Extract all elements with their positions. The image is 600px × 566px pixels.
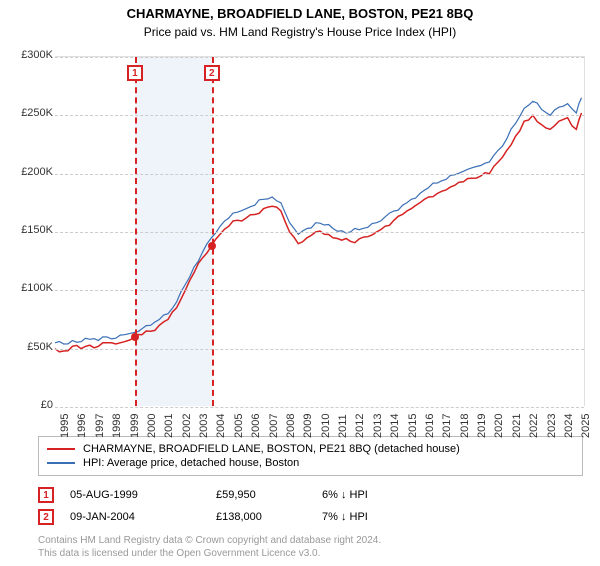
x-axis-label: 2020 <box>493 414 505 438</box>
y-axis-label: £100K <box>5 282 53 294</box>
transaction-diff: 6% ↓ HPI <box>322 489 422 501</box>
transaction-diff: 7% ↓ HPI <box>322 511 422 523</box>
x-axis-label: 2015 <box>407 414 419 438</box>
y-axis-label: £300K <box>5 49 53 61</box>
x-axis-label: 2013 <box>372 414 384 438</box>
x-axis-label: 1995 <box>59 414 71 438</box>
transaction-table: 1 05-AUG-1999 £59,950 6% ↓ HPI 2 09-JAN-2004 £… <box>38 484 583 528</box>
x-axis-label: 2009 <box>302 414 314 438</box>
transaction-price: £59,950 <box>216 489 316 501</box>
y-axis-label: £250K <box>5 107 53 119</box>
x-axis-label: 2012 <box>354 414 366 438</box>
transaction-marker-box: 2 <box>38 509 54 525</box>
transaction-date: 09-JAN-2004 <box>70 511 210 523</box>
transaction-date: 05-AUG-1999 <box>70 489 210 501</box>
legend-swatch <box>47 462 75 464</box>
event-marker-box: 1 <box>127 65 143 81</box>
event-line <box>135 57 137 406</box>
event-dot <box>208 242 216 250</box>
footnote: Contains HM Land Registry data © Crown c… <box>38 534 381 560</box>
x-axis-label: 2000 <box>146 414 158 438</box>
x-axis-label: 2021 <box>511 414 523 438</box>
x-axis-label: 2002 <box>181 414 193 438</box>
legend-item: HPI: Average price, detached house, Bost… <box>47 457 574 469</box>
x-axis-label: 2006 <box>250 414 262 438</box>
x-axis-label: 2005 <box>233 414 245 438</box>
footnote-line: This data is licensed under the Open Gov… <box>38 548 320 559</box>
x-axis-label: 2023 <box>546 414 558 438</box>
x-axis-label: 1997 <box>94 414 106 438</box>
event-marker-box: 2 <box>204 65 220 81</box>
x-axis-label: 2014 <box>389 414 401 438</box>
transaction-row: 1 05-AUG-1999 £59,950 6% ↓ HPI <box>38 484 583 506</box>
legend-label: CHARMAYNE, BROADFIELD LANE, BOSTON, PE21… <box>83 443 460 455</box>
chart-legend: CHARMAYNE, BROADFIELD LANE, BOSTON, PE21… <box>38 436 583 476</box>
event-line <box>212 57 214 406</box>
x-axis-label: 2010 <box>320 414 332 438</box>
gridline <box>55 407 584 408</box>
event-dot <box>131 333 139 341</box>
x-axis-label: 2025 <box>580 414 592 438</box>
x-axis-label: 1998 <box>111 414 123 438</box>
x-axis-label: 2008 <box>285 414 297 438</box>
y-axis-label: £50K <box>5 341 53 353</box>
x-axis-label: 2016 <box>424 414 436 438</box>
chart-subtitle: Price paid vs. HM Land Registry's House … <box>0 25 600 39</box>
x-axis-label: 2011 <box>337 414 349 438</box>
y-axis-label: £0 <box>5 399 53 411</box>
legend-label: HPI: Average price, detached house, Bost… <box>83 457 299 469</box>
legend-swatch <box>47 448 75 450</box>
chart-title: CHARMAYNE, BROADFIELD LANE, BOSTON, PE21… <box>0 6 600 21</box>
x-axis-label: 2004 <box>215 414 227 438</box>
y-axis-label: £150K <box>5 224 53 236</box>
x-axis-label: 2024 <box>563 414 575 438</box>
transaction-row: 2 09-JAN-2004 £138,000 7% ↓ HPI <box>38 506 583 528</box>
x-axis-label: 2022 <box>528 414 540 438</box>
y-axis-label: £200K <box>5 166 53 178</box>
footnote-line: Contains HM Land Registry data © Crown c… <box>38 535 381 546</box>
x-axis-label: 2001 <box>163 414 175 438</box>
x-axis-label: 1999 <box>129 414 141 438</box>
x-axis-label: 2017 <box>441 414 453 438</box>
x-axis-label: 1996 <box>76 414 88 438</box>
x-axis-label: 2019 <box>476 414 488 438</box>
transaction-price: £138,000 <box>216 511 316 523</box>
x-axis-label: 2003 <box>198 414 210 438</box>
x-axis-label: 2018 <box>459 414 471 438</box>
x-axis-label: 2007 <box>268 414 280 438</box>
chart-plot-area: 12 <box>55 56 585 406</box>
transaction-marker-box: 1 <box>38 487 54 503</box>
legend-item: CHARMAYNE, BROADFIELD LANE, BOSTON, PE21… <box>47 443 574 455</box>
